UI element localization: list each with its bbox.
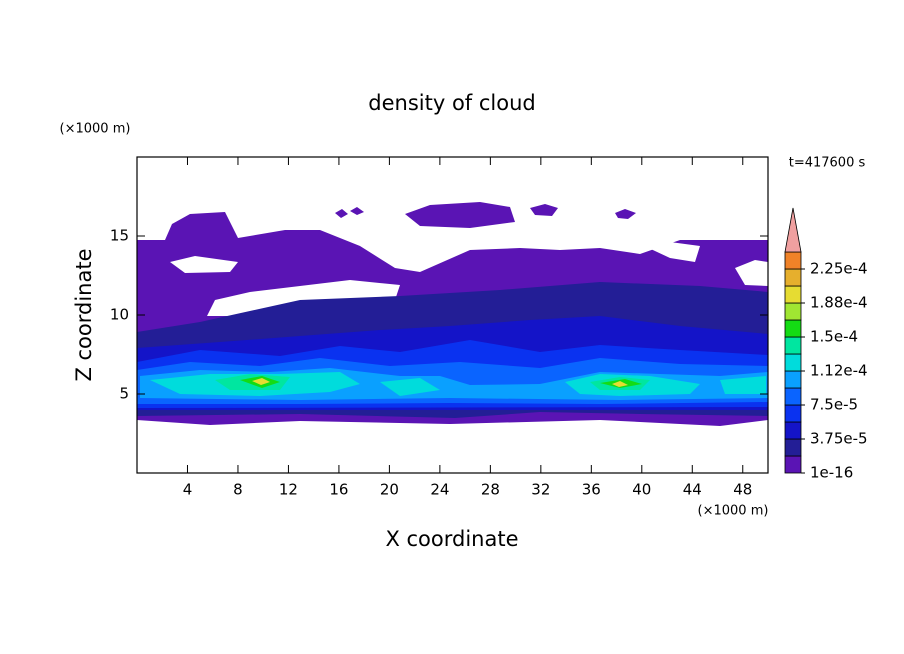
colorbar-box: [784, 302, 802, 321]
contour-region: [530, 204, 558, 216]
y-tick-label: 5: [119, 385, 129, 403]
contour-region: [380, 378, 440, 396]
colorbar-box: [784, 336, 802, 355]
x-tick-label: 40: [632, 481, 651, 499]
x-tick-label: 24: [430, 481, 449, 499]
contour-field: [137, 202, 768, 426]
x-unit: (×1000 m): [698, 504, 769, 519]
colorbar-box: [784, 370, 802, 389]
y-axis-title: Z coordinate: [72, 248, 96, 381]
contour-hole: [640, 242, 700, 262]
contour-region: [720, 376, 766, 394]
colorbar-label: 1.88e-4: [810, 294, 868, 312]
contour-region: [252, 378, 270, 385]
y-tick-label: 15: [110, 227, 129, 245]
colorbar-label: 1.5e-4: [810, 328, 858, 346]
x-tick-label: 20: [380, 481, 399, 499]
x-tick-label: 44: [683, 481, 702, 499]
time-label: t=417600 s: [789, 156, 866, 171]
contour-region: [405, 202, 515, 228]
contour-region: [335, 209, 348, 218]
x-tick-label: 32: [531, 481, 550, 499]
colorbar-label: 2.25e-4: [810, 260, 868, 278]
colorbar-box: [784, 387, 802, 406]
colorbar-box: [784, 455, 802, 474]
colorbar-box: [784, 438, 802, 457]
x-tick-label: 4: [183, 481, 193, 499]
colorbar-label: 7.5e-5: [810, 396, 858, 414]
contour-hole: [735, 260, 768, 286]
colorbar-label: 1.12e-4: [810, 362, 868, 380]
x-tick-label: 12: [279, 481, 298, 499]
chart-title: density of cloud: [368, 91, 535, 115]
colorbar-box: [784, 404, 802, 423]
colorbar-label: 1e-16: [810, 464, 853, 482]
x-tick-label: 16: [329, 481, 348, 499]
contour-region: [615, 209, 636, 219]
x-tick-label: 48: [733, 481, 752, 499]
colorbar-box: [784, 268, 802, 287]
x-tick-label: 36: [582, 481, 601, 499]
colorbar-extension: [784, 207, 802, 253]
colorbar-box: [784, 353, 802, 372]
x-tick-label: 8: [233, 481, 243, 499]
colorbar-box: [784, 421, 802, 440]
y-unit: (×1000 m): [60, 122, 131, 137]
x-tick-label: 28: [481, 481, 500, 499]
colorbar-label: 3.75e-5: [810, 430, 868, 448]
x-axis-title: X coordinate: [385, 527, 518, 551]
contour-hole: [170, 256, 238, 273]
contour-hole: [207, 280, 400, 316]
colorbar-box: [784, 251, 802, 270]
contour-region: [612, 381, 628, 387]
y-tick-label: 10: [110, 306, 129, 324]
colorbar-box: [784, 319, 802, 338]
contour-region: [350, 207, 364, 215]
colorbar-box: [784, 285, 802, 304]
